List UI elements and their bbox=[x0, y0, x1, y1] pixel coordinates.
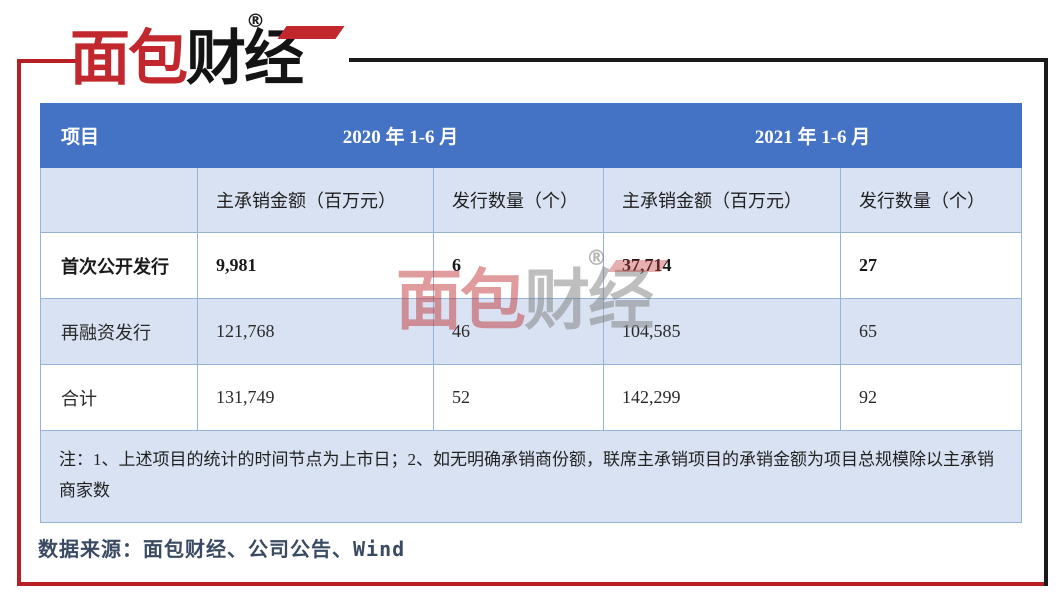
cell-amount-2020: 131,749 bbox=[197, 364, 434, 431]
table-row-ipo: 首次公开发行 9,981 6 37,714 27 bbox=[40, 232, 1023, 299]
cell-amount-2021: 104,585 bbox=[603, 298, 842, 365]
frame-red-top-segment bbox=[17, 59, 77, 63]
subheader-amount-2021: 主承销金额（百万元） bbox=[603, 167, 842, 233]
cell-count-2021: 65 bbox=[840, 298, 1023, 365]
cell-amount-2021: 142,299 bbox=[603, 364, 842, 431]
frame-black-right-line bbox=[1044, 58, 1048, 586]
cell-count-2020: 6 bbox=[432, 232, 605, 299]
underwriting-data-table: 项目 2020 年 1-6 月 2021 年 1-6 月 主承销金额（百万元） … bbox=[39, 103, 1023, 523]
logo-red-swoosh-icon bbox=[277, 26, 345, 39]
table-note-row: 注：1、上述项目的统计的时间节点为上市日；2、如无明确承销商份额，联席主承销项目… bbox=[39, 430, 1023, 523]
cell-amount-2021: 37,714 bbox=[603, 232, 842, 299]
table-footnote: 注：1、上述项目的统计的时间节点为上市日；2、如无明确承销商份额，联席主承销项目… bbox=[39, 430, 1023, 523]
logo-text-red: 面包 bbox=[70, 24, 188, 94]
header-project: 项目 bbox=[40, 103, 198, 168]
subheader-count-2020: 发行数量（个） bbox=[432, 167, 605, 233]
cell-count-2020: 52 bbox=[432, 364, 605, 431]
cell-count-2021: 27 bbox=[840, 232, 1023, 299]
subheader-amount-2020: 主承销金额（百万元） bbox=[197, 167, 434, 233]
frame-black-top-line bbox=[349, 58, 1048, 62]
brand-logo-text: 面包财经 bbox=[70, 28, 304, 91]
frame-red-bottom-line bbox=[17, 582, 1048, 586]
subheader-count-2021: 发行数量（个） bbox=[840, 167, 1023, 233]
subheader-empty-cell bbox=[40, 167, 198, 233]
cell-amount-2020: 9,981 bbox=[197, 232, 434, 299]
header-period-2020: 2020 年 1-6 月 bbox=[196, 103, 605, 168]
row-label: 合计 bbox=[40, 364, 198, 431]
table-header-row: 项目 2020 年 1-6 月 2021 年 1-6 月 bbox=[40, 103, 1023, 168]
frame-red-vertical-line bbox=[17, 59, 21, 586]
cell-amount-2020: 121,768 bbox=[197, 298, 434, 365]
row-label: 首次公开发行 bbox=[40, 232, 198, 299]
registered-trademark-icon: ® bbox=[246, 10, 265, 32]
table-subheader-row: 主承销金额（百万元） 发行数量（个） 主承销金额（百万元） 发行数量（个） bbox=[40, 167, 1023, 233]
row-label: 再融资发行 bbox=[40, 298, 198, 365]
cell-count-2021: 92 bbox=[840, 364, 1023, 431]
table-row-total: 合计 131,749 52 142,299 92 bbox=[40, 364, 1023, 431]
data-source-caption: 数据来源：面包财经、公司公告、Wind bbox=[38, 537, 406, 561]
table-row-refinancing: 再融资发行 121,768 46 104,585 65 bbox=[40, 298, 1023, 365]
header-period-2021: 2021 年 1-6 月 bbox=[603, 103, 1023, 168]
brand-logo: ® 面包财经 bbox=[70, 10, 360, 102]
cell-count-2020: 46 bbox=[432, 298, 605, 365]
